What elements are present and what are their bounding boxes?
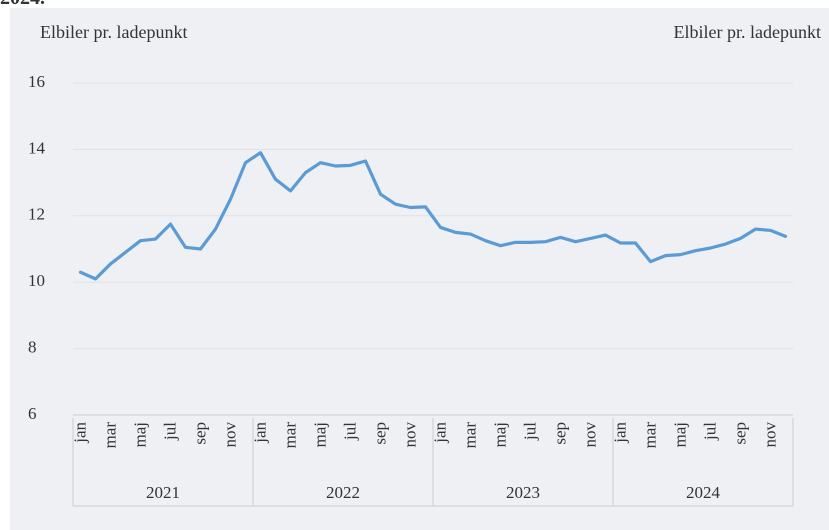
y-tick-label: 14 [28,138,46,157]
x-tick-label: sep [550,422,569,445]
y2-axis-label: Elbiler pr. ladepunkt [674,22,821,42]
x-tick-label: jan [250,422,269,444]
x-tick-label: maj [490,422,509,448]
x-tick-label: jul [340,422,359,441]
x-tick-label: jul [520,422,539,441]
y-tick-label: 16 [28,72,45,91]
x-tick-label: sep [190,422,209,445]
group-label: 2022 [326,483,360,502]
group-label: 2024 [686,483,721,502]
x-tick-label: jan [610,422,629,444]
x-tick-label: jul [160,422,179,441]
x-tick-label: jan [70,422,89,444]
x-tick-label: maj [310,422,329,448]
y-tick-label: 12 [28,205,45,224]
x-tick-label: nov [220,422,239,448]
data-line [78,151,788,281]
y-tick-label: 8 [28,338,37,357]
x-tick-label: mar [100,422,119,449]
x-tick-label: nov [760,422,779,448]
chart-title: 2024. [0,0,45,9]
x-tick-label: nov [580,422,599,448]
x-tick-label: mar [640,422,659,449]
x-tick-label: sep [730,422,749,445]
x-tick-label: jul [700,422,719,441]
y-tick-label: 10 [28,271,45,290]
x-tick-label: mar [280,422,299,449]
group-label: 2021 [146,483,180,502]
x-tick-label: jan [430,422,449,444]
x-tick-label: nov [400,422,419,448]
chart-background [10,8,829,530]
x-tick-label: sep [370,422,389,445]
y-axis-label: Elbiler pr. ladepunkt [40,22,187,42]
x-tick-label: mar [460,422,479,449]
x-tick-label: maj [670,422,689,448]
y-tick-label: 6 [28,404,37,423]
group-label: 2023 [506,483,540,502]
x-tick-label: maj [130,422,149,448]
